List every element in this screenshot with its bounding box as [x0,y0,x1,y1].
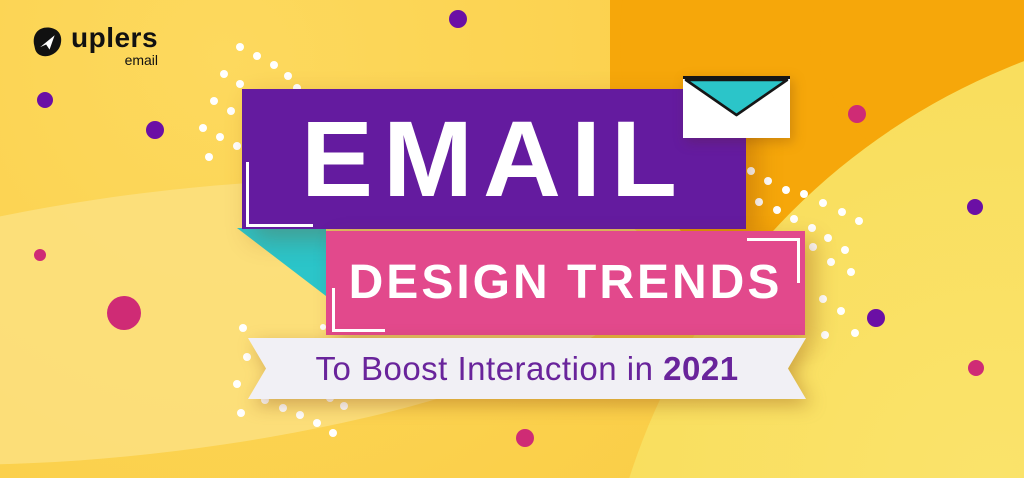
brand-name: uplers [71,22,159,53]
brand-logo: uplers email [30,24,158,67]
decor-dot-pink [516,429,534,447]
decor-dot-white [747,167,755,175]
decor-dot-white [809,243,817,251]
decor-dot-pink [107,296,141,330]
decor-dot-white [329,429,337,437]
brand-wordmark: uplers email [71,22,159,68]
decor-dot-white [800,190,808,198]
decor-dot-white [855,217,863,225]
brand-sub: email [124,52,159,68]
decor-dot-purple [867,309,885,327]
decor-dot-white [293,84,301,92]
tagline-ribbon: To Boost Interaction in 2021 [248,338,806,399]
decor-dot-white [755,198,763,206]
decor-dot-white [233,142,241,150]
decor-dot-white [851,329,859,337]
decor-dot-white [210,97,218,105]
decor-dot-white [243,353,251,361]
subtitle-block: DESIGN TRENDS [326,231,805,335]
decor-dot-white [216,133,224,141]
corner-bracket-subtitle-left [332,288,385,332]
decor-dot-white [313,419,321,427]
title-block: EMAIL [242,89,746,229]
decor-dot-white [270,61,278,69]
uplers-logo-icon [33,27,62,57]
decor-dot-purple [37,92,53,108]
decor-dot-white [824,234,832,242]
decor-dot-white [764,177,772,185]
decor-dot-white [821,331,829,339]
corner-bracket-subtitle-right [747,238,800,283]
banner-tagline: To Boost Interaction in 2021 [315,349,739,387]
decor-dot-white [773,206,781,214]
tagline-ribbon-wrap: To Boost Interaction in 2021 [248,338,806,399]
decor-dot-white [284,72,292,80]
decor-dot-white [808,224,816,232]
decor-dot-white [261,396,269,404]
decor-dot-white [819,295,827,303]
tagline-year: 2021 [663,349,739,387]
decor-dot-white [199,124,207,132]
decor-dot-white [220,70,228,78]
envelope-icon [683,76,790,138]
decor-dot-purple [967,199,983,215]
decor-dot-white [838,208,846,216]
decor-dot-white [296,411,304,419]
decor-dot-white [236,80,244,88]
decor-dot-white [236,43,244,51]
decor-dot-white [782,186,790,194]
decor-dot-white [340,402,348,410]
decor-dot-white [841,246,849,254]
decor-dot-white [227,107,235,115]
decor-dot-white [239,324,247,332]
banner-title: EMAIL [301,98,687,220]
decor-dot-white [279,404,287,412]
decor-dot-white [237,409,245,417]
decor-dot-white [790,215,798,223]
decor-dot-white [819,199,827,207]
decor-dot-white [827,258,835,266]
decor-dot-white [233,380,241,388]
decor-dot-white [205,153,213,161]
decor-dot-pink [848,105,866,123]
decor-dot-pink [34,249,46,261]
banner-subtitle: DESIGN TRENDS [348,256,783,309]
corner-bracket-title [246,162,313,227]
decor-dot-white [847,268,855,276]
decor-dot-white [320,324,326,330]
decor-dot-pink [968,360,984,376]
decor-dot-purple [146,121,164,139]
decor-dot-white [837,307,845,315]
decor-dot-purple [449,10,467,28]
decor-dot-white [253,52,261,60]
